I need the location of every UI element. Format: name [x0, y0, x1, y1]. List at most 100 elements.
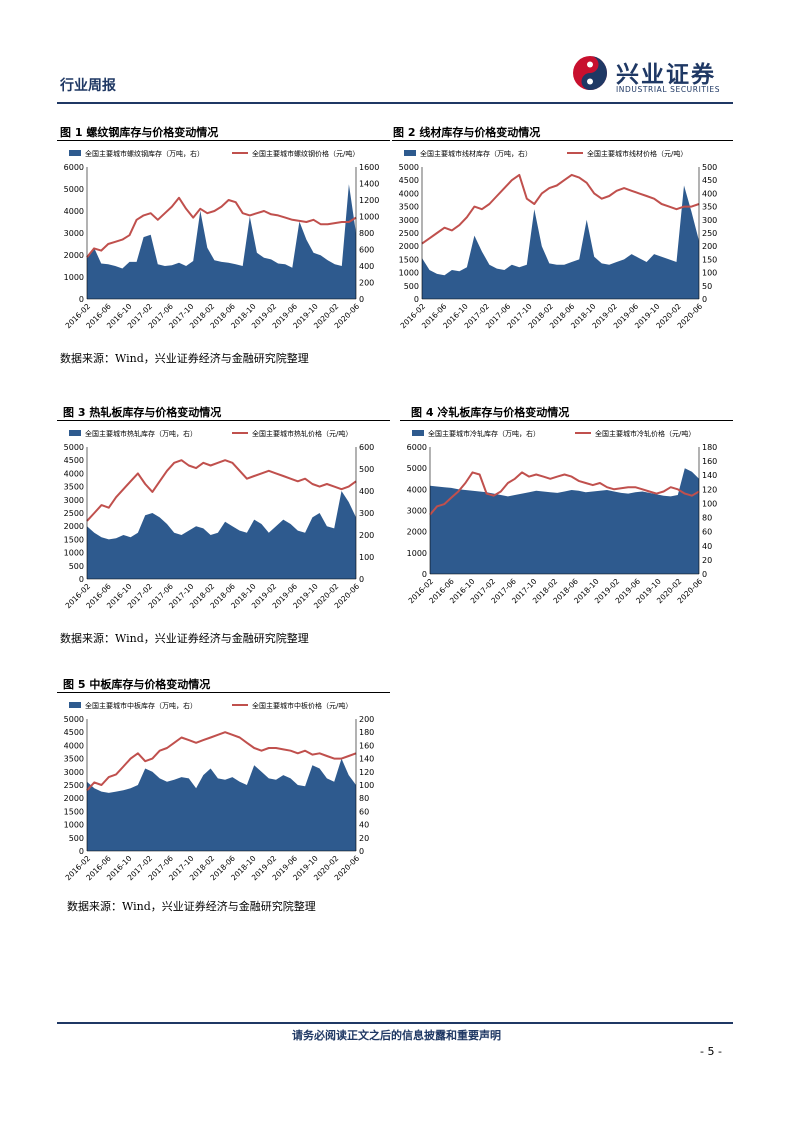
right-tick-label: 80 — [702, 514, 712, 523]
right-tick-label: 200 — [359, 279, 374, 288]
right-tick-label: 1600 — [359, 163, 379, 172]
chart-legend: 全国主要城市中板库存（万吨，右） 全国主要城市中板价格（元/吨） — [69, 701, 352, 710]
right-tick-label: 40 — [359, 821, 369, 830]
figure-4-title: 图 4 冷轧板库存与价格变动情况 — [411, 406, 570, 419]
left-tick-label: 0 — [79, 847, 84, 856]
inventory-area — [87, 184, 356, 299]
legend-label-price: 全国主要城市线材价格（元/吨） — [587, 149, 687, 158]
right-tick-label: 350 — [702, 203, 717, 212]
left-tick-label: 2500 — [399, 229, 419, 238]
right-tick-label: 20 — [359, 834, 369, 843]
right-tick-label: 140 — [359, 755, 374, 764]
brand-logo: 兴业证券 INDUSTRIAL SECURITIES — [572, 55, 732, 95]
right-tick-label: 160 — [702, 457, 717, 466]
left-tick-label: 3000 — [64, 768, 84, 777]
right-tick-label: 80 — [359, 794, 369, 803]
right-tick-label: 400 — [359, 262, 374, 271]
right-tick-label: 1400 — [359, 180, 379, 189]
figure-1-chart: 全国主要城市螺纹钢库存（万吨，右） 全国主要城市螺纹钢价格（元/吨） 0 1000 20… — [64, 149, 380, 330]
right-tick-label: 500 — [359, 465, 374, 474]
right-tick-label: 450 — [702, 176, 717, 185]
left-tick-label: 1000 — [64, 821, 84, 830]
left-tick-label: 1000 — [64, 549, 84, 558]
right-tick-label: 140 — [702, 471, 717, 480]
logo-mark-icon — [573, 56, 607, 90]
price-line — [86, 196, 357, 258]
inventory-area — [87, 491, 356, 579]
figure-3-source: 数据来源：Wind，兴业证券经济与金融研究院整理 — [60, 632, 309, 645]
figure-4-rule — [400, 420, 733, 421]
figure-4-chart: 全国主要城市冷轧库存（万吨，右） 全国主要城市冷轧价格（元/吨）010002000… — [407, 429, 718, 605]
left-tick-label: 4000 — [64, 741, 84, 750]
figure-2-title: 图 2 线材库存与价格变动情况 — [393, 126, 541, 139]
inventory-area — [430, 468, 699, 574]
right-tick-label: 0 — [702, 570, 707, 579]
legend-label-price: 全国主要城市热轧价格（元/吨） — [252, 429, 352, 438]
left-tick-label: 4000 — [407, 485, 427, 494]
figure-3-rule — [57, 420, 390, 421]
left-tick-label: 1500 — [64, 807, 84, 816]
left-tick-label: 0 — [414, 295, 419, 304]
legend-swatch-inventory — [69, 150, 81, 156]
right-tick-label: 600 — [359, 246, 374, 255]
left-tick-label: 4500 — [64, 728, 84, 737]
left-tick-label: 3500 — [64, 755, 84, 764]
right-tick-label: 300 — [359, 509, 374, 518]
chart-legend: 全国主要城市热轧库存（万吨，右） 全国主要城市热轧价格（元/吨） — [69, 429, 352, 438]
left-tick-label: 500 — [69, 834, 84, 843]
left-tick-label: 1500 — [399, 255, 419, 264]
left-tick-label: 4500 — [64, 456, 84, 465]
figure-5-chart: 全国主要城市中板库存（万吨，右） 全国主要城市中板价格（元/吨）050010001… — [64, 701, 375, 882]
right-tick-label: 400 — [359, 487, 374, 496]
left-tick-label: 5000 — [407, 464, 427, 473]
right-tick-label: 160 — [359, 741, 374, 750]
logo-english-text: INDUSTRIAL SECURITIES — [616, 85, 721, 94]
legend-label-price: 全国主要城市冷轧价格（元/吨） — [595, 429, 695, 438]
figure-2-chart: 全国主要城市线材库存（万吨，右） 全国主要城市线材价格（元/吨）050010001… — [399, 149, 718, 330]
figure-3-title: 图 3 热轧板库存与价格变动情况 — [63, 406, 222, 419]
left-tick-label: 3500 — [64, 483, 84, 492]
left-tick-label: 3500 — [399, 203, 419, 212]
left-tick-label: 6000 — [64, 163, 84, 172]
price-line — [86, 459, 357, 522]
legend-label-inventory: 全国主要城市中板库存（万吨，右） — [85, 701, 197, 710]
left-tick-label: 500 — [404, 282, 419, 291]
logo-chinese-text: 兴业证券 — [616, 62, 716, 88]
right-tick-label: 0 — [359, 847, 364, 856]
figure-1-rule — [57, 140, 390, 141]
legend-swatch-inventory — [412, 430, 424, 436]
right-tick-label: 100 — [702, 499, 717, 508]
right-tick-label: 60 — [702, 528, 712, 537]
right-tick-label: 0 — [702, 295, 707, 304]
legend-swatch-inventory — [69, 702, 81, 708]
right-tick-label: 150 — [702, 255, 717, 264]
chart-legend: 全国主要城市螺纹钢库存（万吨，右） 全国主要城市螺纹钢价格（元/吨） — [69, 149, 359, 158]
right-tick-label: 1200 — [359, 196, 379, 205]
left-tick-label: 3000 — [399, 216, 419, 225]
left-tick-label: 4000 — [64, 207, 84, 216]
header-divider — [57, 102, 733, 104]
legend-label-price: 全国主要城市中板价格（元/吨） — [252, 701, 352, 710]
right-tick-label: 50 — [702, 282, 712, 291]
left-tick-label: 6000 — [407, 443, 427, 452]
left-tick-label: 500 — [69, 562, 84, 571]
price-line — [421, 173, 700, 245]
right-tick-label: 500 — [702, 163, 717, 172]
left-tick-label: 1000 — [64, 273, 84, 282]
right-tick-label: 100 — [359, 781, 374, 790]
left-tick-label: 0 — [79, 295, 84, 304]
right-tick-label: 100 — [359, 553, 374, 562]
left-tick-label: 0 — [422, 570, 427, 579]
left-tick-label: 3000 — [64, 496, 84, 505]
left-tick-label: 5000 — [64, 185, 84, 194]
left-tick-label: 4500 — [399, 176, 419, 185]
right-tick-label: 120 — [359, 768, 374, 777]
right-tick-label: 400 — [702, 189, 717, 198]
left-tick-label: 1000 — [407, 549, 427, 558]
page-number: - 5 - — [700, 1045, 722, 1058]
left-tick-label: 2000 — [407, 528, 427, 537]
right-tick-label: 120 — [702, 485, 717, 494]
legend-label-inventory: 全国主要城市热轧库存（万吨，右） — [85, 429, 197, 438]
right-tick-label: 180 — [702, 443, 717, 452]
inventory-area — [422, 185, 699, 299]
